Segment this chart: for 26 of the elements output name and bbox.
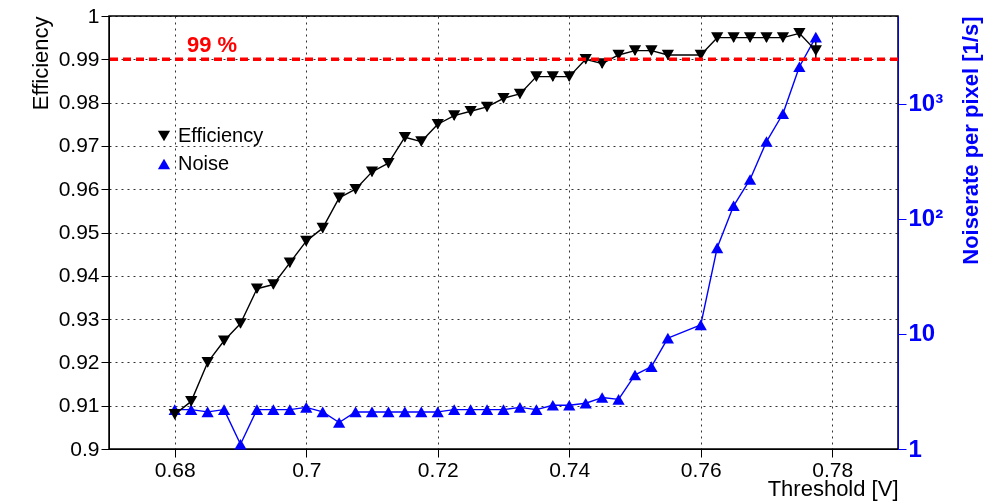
x-tick-label: 0.74 [549, 457, 591, 481]
y-tick-label: 0.91 [58, 393, 100, 417]
y-tick-label: 0.98 [58, 90, 100, 114]
x-tick-label: 0.7 [292, 457, 322, 481]
ref-line-label: 99 % [187, 32, 238, 58]
legend-label: Noise [178, 152, 230, 174]
x-tick-label: 0.78 [812, 457, 854, 481]
x-tick-label: 0.76 [680, 457, 722, 481]
y2-tick-label: 10² [908, 204, 944, 232]
y-tick-label: 0.96 [58, 176, 100, 200]
y-tick-label: 0.93 [58, 306, 100, 330]
y-tick-label: 0.99 [58, 46, 100, 70]
legend-label: Efficiency [178, 124, 264, 146]
y-tick-label: 0.97 [58, 133, 100, 157]
x-tick-label: 0.68 [154, 457, 196, 481]
y2-tick-label: 1 [908, 434, 922, 462]
y-tick-label: 0.9 [70, 436, 100, 460]
y-tick-label: 0.92 [58, 349, 100, 373]
y-tick-label: 1 [87, 3, 100, 27]
y-axis-title: Efficiency [27, 16, 53, 111]
y-tick-label: 0.94 [58, 263, 100, 287]
x-tick-label: 0.72 [417, 457, 459, 481]
y2-axis-title: Noiserate per pixel [1/s] [957, 16, 983, 265]
y-tick-label: 0.95 [58, 220, 100, 243]
y2-tick-label: 10 [908, 319, 936, 347]
y2-tick-label: 10³ [908, 89, 944, 117]
